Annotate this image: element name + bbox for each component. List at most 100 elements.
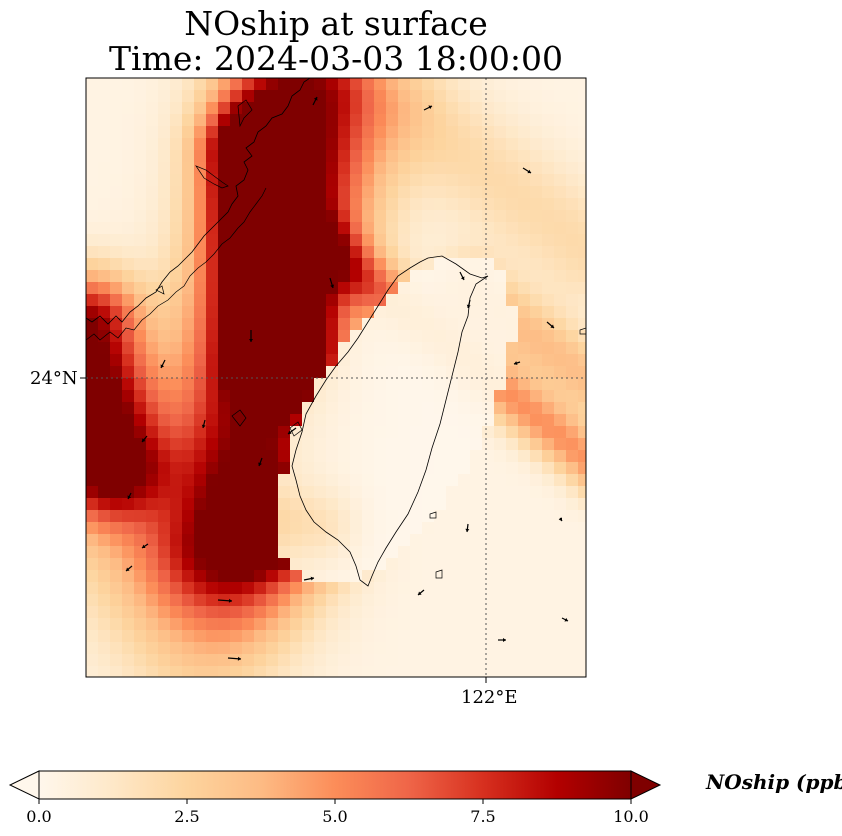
field-cell	[206, 330, 219, 343]
field-cell	[374, 186, 387, 199]
field-cell	[374, 78, 387, 91]
field-cell	[170, 198, 183, 211]
field-cell	[578, 222, 586, 235]
field-cell	[542, 402, 555, 415]
field-cell	[434, 618, 447, 631]
field-cell	[110, 234, 123, 247]
field-cell	[194, 606, 207, 619]
field-cell	[122, 510, 135, 523]
field-cell	[170, 162, 183, 175]
field-cell	[110, 138, 123, 151]
field-cell	[314, 642, 327, 655]
field-cell	[266, 486, 279, 499]
field-cell	[230, 642, 243, 655]
field-cell	[506, 606, 519, 619]
field-cell	[86, 270, 99, 283]
field-cell	[518, 174, 531, 187]
field-cell	[254, 414, 267, 427]
field-cell	[506, 330, 519, 343]
field-cell	[218, 198, 231, 211]
field-cell	[518, 474, 531, 487]
field-cell	[302, 126, 315, 139]
field-cell	[410, 402, 423, 415]
field-cell	[554, 390, 567, 403]
field-cell	[110, 570, 123, 583]
field-cell	[578, 474, 586, 487]
field-cell	[566, 342, 579, 355]
field-cell	[302, 654, 315, 667]
field-cell	[158, 162, 171, 175]
field-cell	[86, 162, 99, 175]
field-cell	[218, 606, 231, 619]
field-cell	[398, 642, 411, 655]
field-cell	[326, 402, 339, 415]
field-cell	[110, 414, 123, 427]
field-cell	[542, 498, 555, 511]
field-cell	[374, 546, 387, 559]
field-cell	[350, 438, 363, 451]
field-cell	[362, 318, 375, 331]
field-cell	[170, 210, 183, 223]
field-cell	[494, 162, 507, 175]
field-cell	[206, 582, 219, 595]
field-cell	[458, 582, 471, 595]
field-cell	[530, 366, 543, 379]
field-cell	[458, 378, 471, 391]
colorbar-tick-label: 7.5	[470, 807, 496, 826]
field-cell	[122, 234, 135, 247]
field-cell	[218, 414, 231, 427]
field-cell	[578, 126, 586, 139]
field-cell	[134, 498, 147, 511]
field-cell	[122, 630, 135, 643]
field-cell	[410, 534, 423, 547]
field-cell	[518, 306, 531, 319]
field-cell	[218, 474, 231, 487]
field-cell	[86, 342, 99, 355]
field-cell	[518, 258, 531, 271]
field-cell	[134, 534, 147, 547]
field-cell	[374, 438, 387, 451]
field-cell	[362, 642, 375, 655]
field-cell	[446, 486, 459, 499]
field-cell	[374, 366, 387, 379]
field-cell	[374, 210, 387, 223]
field-cell	[326, 234, 339, 247]
field-cell	[506, 258, 519, 271]
field-cell	[182, 570, 195, 583]
field-cell	[182, 282, 195, 295]
field-cell	[446, 246, 459, 259]
field-cell	[194, 594, 207, 607]
field-cell	[338, 630, 351, 643]
field-cell	[554, 630, 567, 643]
field-cell	[458, 366, 471, 379]
field-cell	[446, 558, 459, 571]
field-cell	[182, 138, 195, 151]
field-cell	[458, 270, 471, 283]
field-cell	[134, 354, 147, 367]
field-cell	[542, 558, 555, 571]
field-cell	[206, 150, 219, 163]
field-cell	[86, 534, 99, 547]
field-cell	[338, 534, 351, 547]
field-cell	[98, 558, 111, 571]
field-cell	[242, 510, 255, 523]
field-cell	[170, 246, 183, 259]
field-cell	[566, 174, 579, 187]
field-cell	[110, 522, 123, 535]
field-cell	[158, 270, 171, 283]
field-cell	[530, 450, 543, 463]
field-cell	[530, 582, 543, 595]
field-cell	[458, 282, 471, 295]
field-cell	[554, 210, 567, 223]
field-cell	[470, 414, 483, 427]
field-cell	[338, 402, 351, 415]
field-cell	[554, 198, 567, 211]
field-cell	[410, 246, 423, 259]
field-cell	[194, 174, 207, 187]
field-cell	[218, 486, 231, 499]
field-cell	[326, 546, 339, 559]
field-cell	[182, 246, 195, 259]
field-cell	[134, 186, 147, 199]
field-cell	[386, 78, 399, 91]
field-cell	[182, 462, 195, 475]
